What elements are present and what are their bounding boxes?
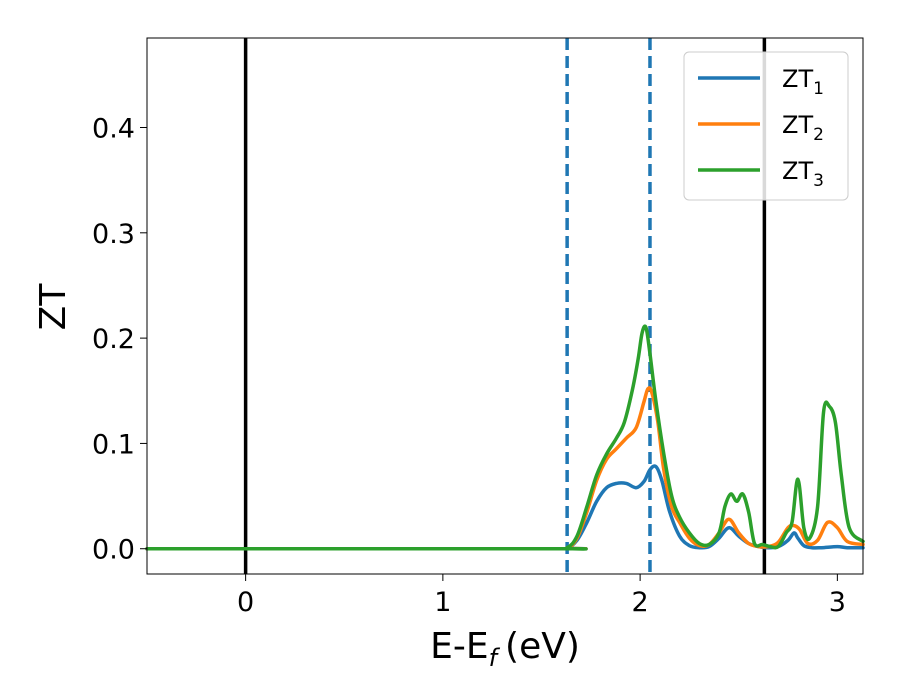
y-tick-label: 0.3 [92, 219, 135, 250]
y-tick-label: 0.1 [92, 429, 135, 460]
x-tick-label: 2 [632, 587, 649, 618]
legend: ZT1 ZT2 ZT3 [683, 51, 849, 201]
y-axis-ticks: 0.0 0.1 0.2 0.3 0.4 [92, 114, 147, 566]
y-tick-label: 0.0 [92, 535, 135, 566]
y-tick-label: 0.2 [92, 324, 135, 355]
x-tick-label: 1 [434, 587, 451, 618]
x-tick-label: 3 [829, 587, 846, 618]
plot-frame [146, 37, 864, 575]
series-line-zt1 [145, 464, 865, 551]
y-tick-label: 0.4 [92, 114, 135, 145]
legend-label-zt2: ZT2 [782, 111, 824, 145]
x-axis-ticks: 0 1 2 3 [237, 574, 846, 618]
legend-box [683, 51, 849, 201]
legend-label-zt1: ZT1 [782, 65, 824, 99]
y-axis-title: ZT [33, 283, 74, 331]
x-axis-title: E-Ef (eV) [430, 626, 580, 672]
legend-label-zt3: ZT3 [782, 157, 824, 191]
x-tick-label: 0 [237, 587, 254, 618]
series-lines [145, 324, 865, 551]
series-line-zt3 [145, 324, 865, 551]
